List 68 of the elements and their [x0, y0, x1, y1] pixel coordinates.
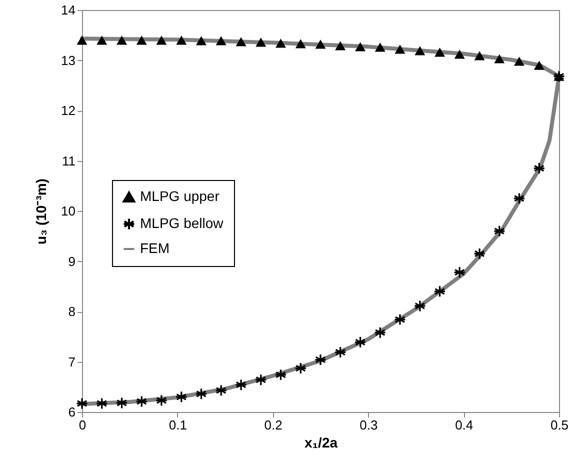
point — [394, 44, 406, 54]
point — [295, 39, 306, 48]
point — [374, 42, 386, 52]
point — [355, 42, 366, 52]
point — [234, 378, 248, 391]
point — [96, 397, 108, 410]
point — [534, 60, 544, 70]
point — [136, 395, 148, 408]
y-tick-label: 13 — [61, 52, 76, 68]
x-tick-label: 0.5 — [550, 418, 569, 432]
x-axis-title: x₁/2a — [304, 434, 338, 450]
point — [315, 40, 326, 49]
point — [533, 162, 546, 174]
point — [394, 313, 406, 326]
y-tick-label: 10 — [61, 204, 76, 218]
point — [116, 396, 128, 409]
x-tick-label: 0 — [78, 418, 86, 432]
x-tick-label: 0.2 — [264, 418, 282, 432]
y-tick-label: 11 — [62, 153, 76, 168]
y-tick-label: 9 — [68, 254, 76, 269]
point — [294, 362, 307, 374]
point — [215, 384, 228, 396]
point — [236, 37, 246, 46]
point — [76, 36, 88, 45]
point — [414, 46, 426, 56]
point — [274, 368, 287, 381]
point — [494, 54, 505, 64]
legend-label: MLPG upper — [140, 188, 220, 204]
point — [334, 346, 346, 358]
point — [196, 36, 206, 46]
point — [76, 397, 88, 410]
x-tick-label: 0.1 — [168, 418, 187, 432]
point — [493, 225, 506, 238]
y-tick-label: 12 — [61, 103, 76, 118]
y-tick-label: 14 — [61, 2, 76, 18]
point — [513, 192, 526, 204]
x-tick-label: 0.3 — [360, 418, 378, 432]
point — [335, 41, 346, 50]
point — [254, 374, 267, 386]
point — [414, 300, 426, 312]
point — [156, 36, 167, 45]
point — [275, 38, 286, 48]
y-axis-title: u₃ (10⁻³m) — [33, 178, 50, 244]
point — [175, 390, 188, 403]
legend-label: FEM — [140, 240, 170, 256]
point — [473, 248, 486, 260]
point — [354, 336, 366, 348]
x-tick-label: 0.4 — [455, 418, 474, 432]
point — [216, 36, 226, 46]
y-tick-label: 7 — [68, 354, 76, 370]
point — [314, 354, 327, 366]
legend-label: MLPG bellow — [140, 215, 224, 231]
point — [116, 36, 128, 45]
point — [454, 266, 466, 278]
point — [195, 388, 208, 400]
point — [96, 36, 108, 45]
point — [434, 285, 446, 298]
point — [474, 51, 485, 60]
point — [155, 394, 168, 406]
point — [434, 48, 445, 57]
point — [514, 56, 524, 66]
point — [176, 36, 187, 45]
point — [374, 326, 386, 339]
point — [256, 38, 266, 47]
point — [136, 36, 147, 45]
y-tick-label: 8 — [68, 304, 76, 319]
y-tick-label: 6 — [68, 404, 76, 420]
point — [454, 50, 465, 59]
